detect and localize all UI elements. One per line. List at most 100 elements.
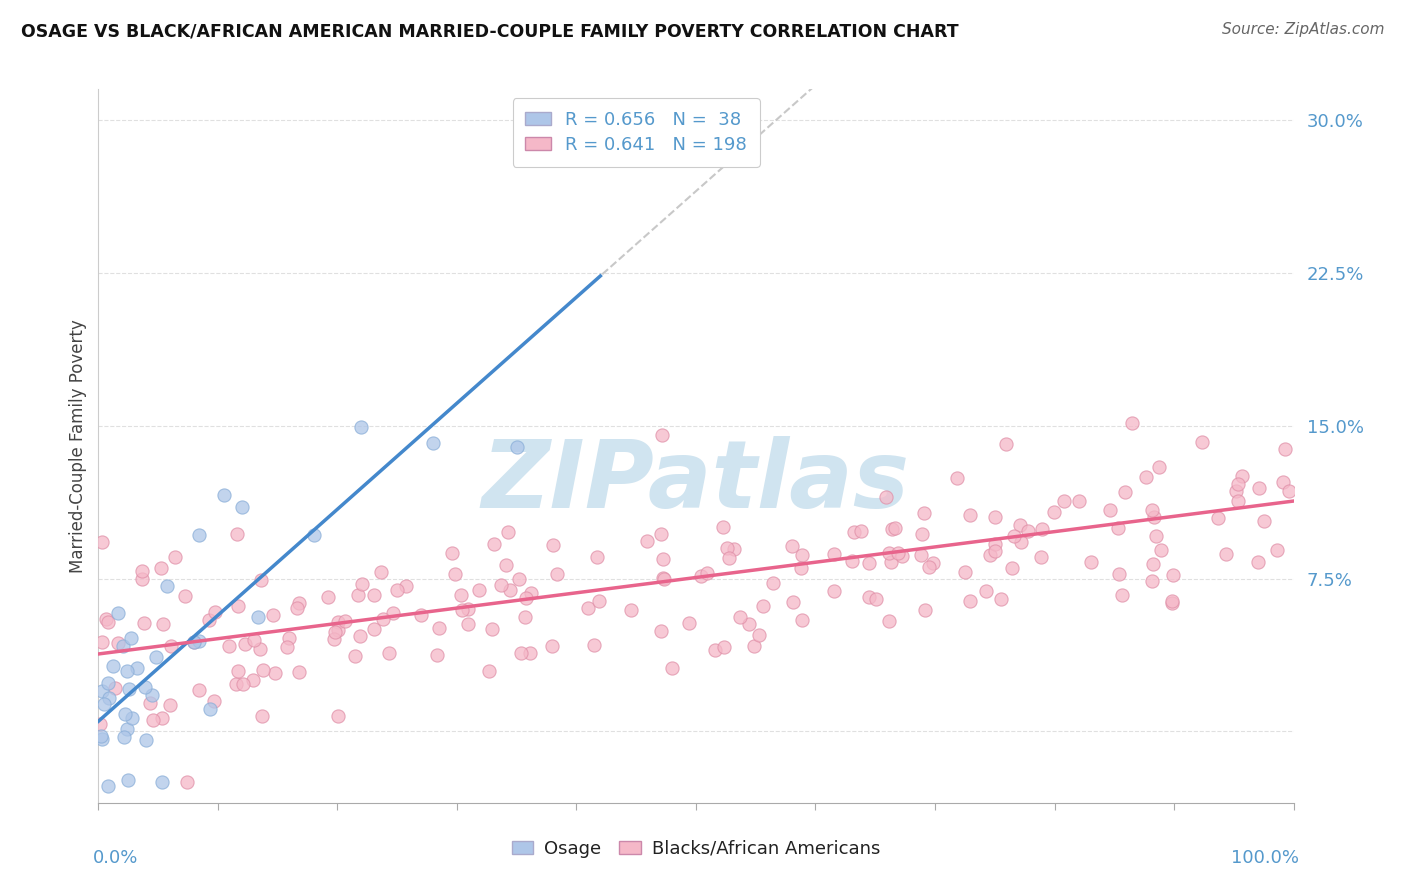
Point — [1267, 543, 1289, 558]
Point — [450, 603, 472, 617]
Point — [159, 639, 181, 653]
Point — [661, 661, 683, 675]
Point — [204, 605, 226, 619]
Point — [877, 546, 900, 560]
Point — [650, 527, 672, 541]
Point — [1121, 416, 1143, 430]
Point — [1031, 549, 1053, 564]
Point — [678, 616, 700, 631]
Point — [782, 594, 804, 608]
Point — [690, 569, 713, 583]
Point — [247, 610, 270, 624]
Point — [264, 666, 287, 681]
Point — [912, 506, 935, 520]
Point — [652, 572, 675, 586]
Point — [1150, 542, 1173, 557]
Point — [373, 612, 395, 626]
Point — [276, 640, 298, 654]
Point — [328, 709, 350, 723]
Point — [115, 664, 138, 678]
Text: OSAGE VS BLACK/AFRICAN AMERICAN MARRIED-COUPLE FAMILY POVERTY CORRELATION CHART: OSAGE VS BLACK/AFRICAN AMERICAN MARRIED-… — [21, 22, 959, 40]
Point — [176, 775, 198, 789]
Point — [994, 437, 1017, 451]
Point — [478, 664, 501, 678]
Point — [250, 573, 273, 587]
Point — [326, 615, 349, 630]
Point — [1247, 481, 1270, 495]
Point — [876, 490, 898, 504]
Point — [385, 582, 408, 597]
Point — [141, 688, 163, 702]
Point — [1135, 470, 1157, 484]
Point — [841, 554, 863, 568]
Point — [1227, 494, 1250, 508]
Point — [911, 527, 934, 541]
Point — [249, 641, 271, 656]
Point — [1230, 469, 1253, 483]
Point — [440, 546, 463, 560]
Point — [1246, 555, 1268, 569]
Point — [1140, 503, 1163, 517]
Point — [344, 649, 367, 664]
Point — [277, 632, 299, 646]
Point — [226, 527, 249, 541]
Point — [422, 436, 444, 450]
Point — [117, 723, 139, 737]
Point — [409, 607, 432, 622]
Point — [513, 610, 536, 624]
Point — [262, 607, 284, 622]
Point — [652, 571, 675, 585]
Point — [132, 616, 155, 631]
Point — [188, 634, 211, 648]
Point — [350, 577, 373, 591]
Point — [1161, 567, 1184, 582]
Point — [990, 592, 1012, 607]
Point — [131, 564, 153, 578]
Point — [1111, 588, 1133, 602]
Point — [842, 525, 865, 540]
Point — [711, 520, 734, 534]
Point — [541, 639, 564, 653]
Point — [515, 591, 537, 606]
Point — [395, 579, 418, 593]
Point — [333, 614, 356, 628]
Legend: Osage, Blacks/African Americans: Osage, Blacks/African Americans — [505, 833, 887, 865]
Point — [93, 697, 115, 711]
Point — [620, 603, 643, 617]
Point — [218, 639, 240, 653]
Point — [953, 565, 976, 579]
Point — [1278, 483, 1301, 498]
Point — [91, 535, 114, 549]
Point — [481, 623, 503, 637]
Text: ZIPatlas: ZIPatlas — [482, 435, 910, 528]
Point — [865, 592, 887, 607]
Point — [1161, 594, 1184, 608]
Point — [730, 610, 752, 624]
Point — [101, 658, 124, 673]
Point — [752, 599, 775, 613]
Point — [1225, 484, 1247, 499]
Point — [316, 590, 339, 604]
Point — [882, 522, 904, 536]
Point — [111, 640, 134, 654]
Point — [636, 534, 658, 549]
Point — [877, 614, 900, 628]
Point — [252, 663, 274, 677]
Point — [748, 628, 770, 642]
Point — [117, 772, 139, 787]
Point — [90, 729, 112, 743]
Point — [1001, 561, 1024, 575]
Y-axis label: Married-Couple Family Poverty: Married-Couple Family Poverty — [69, 319, 87, 573]
Point — [120, 631, 142, 645]
Point — [242, 673, 264, 688]
Point — [910, 548, 932, 562]
Point — [378, 646, 401, 660]
Point — [922, 557, 945, 571]
Point — [134, 680, 156, 694]
Point — [426, 648, 449, 662]
Point — [823, 583, 845, 598]
Point — [226, 664, 249, 678]
Point — [135, 733, 157, 747]
Point — [891, 549, 914, 564]
Point — [370, 565, 392, 579]
